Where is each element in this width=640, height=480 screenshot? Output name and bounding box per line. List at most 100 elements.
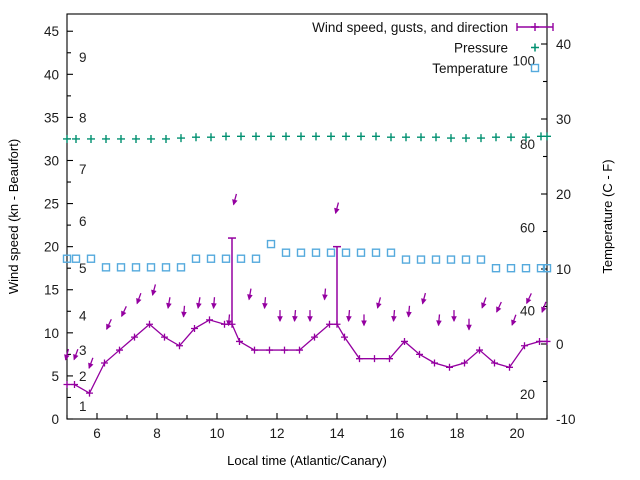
legend-plus-icon: [531, 43, 539, 52]
pressure-marker: [207, 133, 215, 142]
temperature-marker: [191, 254, 201, 263]
pressure-marker: [327, 132, 335, 141]
wind-direction-arrowhead: [307, 316, 313, 323]
pressure-marker: [312, 132, 320, 141]
wind-speed-marker: [251, 346, 258, 354]
y-tick-label: 35: [44, 110, 59, 125]
temperature-marker: [146, 263, 156, 272]
pressure-marker: [102, 134, 110, 143]
legend-label[interactable]: Wind speed, gusts, and direction: [312, 20, 508, 35]
pressure-marker: [252, 132, 260, 141]
wind-direction-arrowhead: [136, 297, 142, 305]
pressure-marker: [543, 132, 551, 141]
pressure-marker: [477, 134, 485, 143]
pressure-marker: [297, 132, 305, 141]
y-tick-label: 40: [44, 67, 59, 82]
pressure-marker: [507, 133, 515, 142]
pressure-marker: [522, 133, 530, 142]
wind-direction-arrowhead: [181, 311, 187, 318]
wind-direction-arrowhead: [361, 320, 367, 327]
x-axis-label: Local time (Atlantic/Canary): [227, 453, 387, 468]
plot-frame: [66, 13, 548, 420]
legend-plus-icon: [516, 23, 554, 31]
wind-speed-marker: [536, 337, 543, 345]
wind-speed-marker: [266, 346, 273, 354]
x-tick-label: 16: [389, 426, 404, 441]
fahrenheit-scale-labels: 20 40 60 80 100: [512, 54, 535, 402]
fahrenheit-label: 100: [512, 54, 535, 69]
pressure-marker: [147, 134, 155, 143]
beaufort-label: 2: [79, 369, 87, 384]
wind-direction-arrowhead: [232, 199, 238, 206]
wind-speed-marker: [521, 342, 528, 350]
x-tick-label: 14: [329, 426, 345, 441]
wind-speed-marker: [431, 359, 438, 367]
wind-direction-arrowhead: [262, 303, 268, 310]
x-tick-label: 10: [209, 426, 224, 441]
wind-direction-arrowhead: [334, 207, 340, 215]
temperature-marker: [221, 254, 231, 263]
x-tick-label: 20: [509, 426, 524, 441]
y2-tick-label: 40: [556, 37, 571, 52]
wind-direction-arrowhead: [376, 302, 382, 309]
wind-speed-marker: [281, 346, 288, 354]
temperature-marker: [401, 255, 411, 264]
wind-direction-arrowhead: [151, 289, 157, 296]
pressure-marker: [357, 132, 365, 141]
wind-direction-arrowhead: [511, 319, 517, 326]
pressure-marker: [492, 133, 500, 142]
wind-speed-marker: [476, 346, 483, 354]
wind-direction-arrowhead: [211, 303, 217, 310]
wind-speed-marker: [146, 320, 153, 328]
temperature-marker: [506, 264, 516, 273]
temperature-marker: [461, 255, 471, 264]
pressure-marker: [267, 132, 275, 141]
temperature-marker: [416, 255, 426, 264]
temperature-marker: [446, 255, 456, 264]
pressure-marker: [132, 134, 140, 143]
fahrenheit-label: 40: [520, 304, 535, 319]
beaufort-label: 8: [79, 110, 87, 125]
wind-speed-marker: [206, 316, 213, 324]
wind-speed-marker: [446, 363, 453, 371]
chart-legend[interactable]: Wind speed, gusts, and direction Pressure…: [312, 20, 554, 76]
axis-tickmarks: [66, 30, 548, 420]
beaufort-label: 3: [79, 343, 87, 358]
beaufort-scale-labels: 1 2 3 4 5 6 7 8 9: [79, 50, 87, 414]
wind-direction-arrowhead: [247, 294, 253, 301]
temperature-marker: [71, 254, 81, 263]
wind-direction-arrowhead: [391, 315, 397, 322]
temperature-marker: [476, 255, 486, 264]
wind-speed-marker: [86, 389, 93, 397]
wind-speed-marker: [221, 320, 228, 328]
legend-label[interactable]: Pressure: [454, 41, 508, 56]
temperature-marker: [386, 248, 396, 257]
wind-speed-marker: [176, 342, 183, 350]
wind-direction-arrowhead: [436, 320, 442, 327]
wind-speed-marker: [63, 381, 71, 389]
fahrenheit-label: 60: [520, 220, 535, 235]
legend-label[interactable]: Temperature: [432, 61, 508, 76]
temperature-marker: [281, 248, 291, 257]
wind-direction-arrowhead: [526, 297, 532, 305]
temperature-marker: [431, 255, 441, 264]
beaufort-label: 5: [79, 261, 87, 276]
y2-tick-label: 30: [556, 112, 571, 127]
wind-speed-marker: [543, 337, 551, 345]
wind-direction-arrowhead: [106, 323, 112, 331]
wind-direction-arrowhead: [166, 302, 172, 309]
wind-direction-arrowhead: [496, 306, 502, 313]
temperature-marker: [116, 263, 126, 272]
temperature-marker: [86, 254, 96, 263]
temperature-marker: [101, 263, 111, 272]
y2-tick-label: 0: [556, 337, 564, 352]
x-tick-label: 18: [449, 426, 464, 441]
pressure-marker: [237, 132, 245, 141]
wind-direction-arrowhead: [121, 310, 127, 318]
x-tick-label: 6: [93, 426, 101, 441]
wind-direction-arrowhead: [196, 302, 202, 309]
series-temperature: [62, 239, 552, 273]
pressure-marker: [432, 133, 440, 142]
